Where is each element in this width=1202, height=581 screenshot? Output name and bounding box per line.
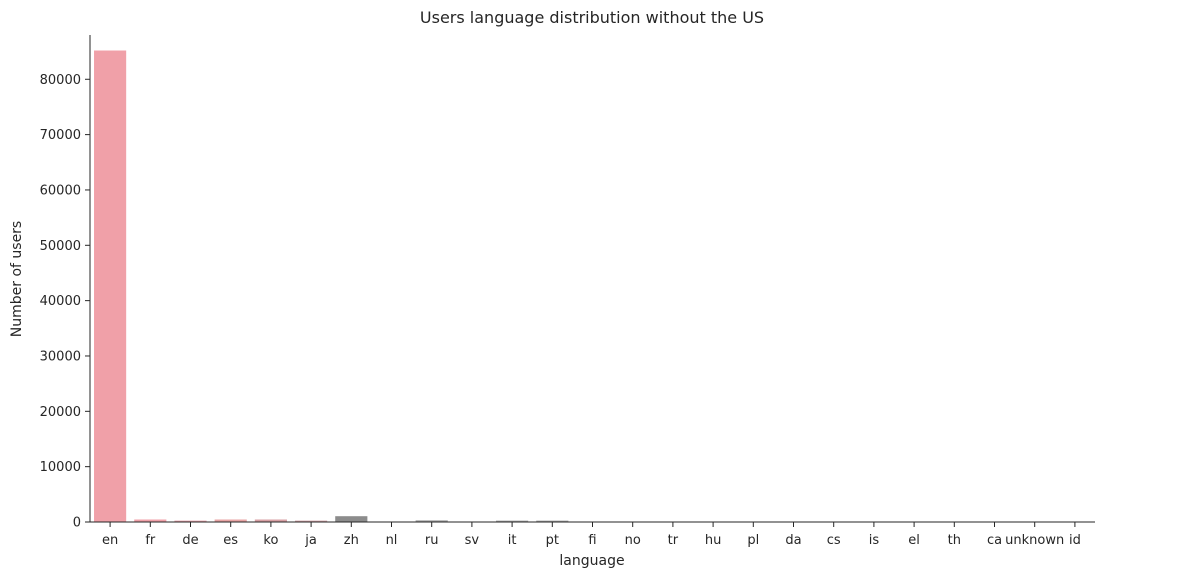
bars-group — [94, 50, 1091, 522]
x-tick-label-pt: pt — [546, 533, 559, 548]
x-tick-label-ca: ca — [987, 533, 1002, 548]
x-tick-label-is: is — [869, 533, 880, 548]
x-tick-label-cs: cs — [827, 533, 841, 548]
x-tick-label-sv: sv — [465, 533, 480, 548]
x-tick-label-id: id — [1069, 533, 1081, 548]
bar-it — [496, 520, 529, 522]
x-tick-label-de: de — [182, 533, 198, 548]
bar-ru — [415, 520, 448, 522]
y-tick-label: 70000 — [40, 128, 81, 143]
y-tick-label: 30000 — [40, 349, 81, 364]
x-tick-label-da: da — [785, 533, 801, 548]
x-tick-label-nl: nl — [386, 533, 398, 548]
y-tick-label: 60000 — [40, 183, 81, 198]
x-tick-label-pl: pl — [747, 533, 759, 548]
bar-fr — [134, 519, 167, 522]
bar-de — [174, 520, 207, 522]
y-tick-label: 0 — [73, 516, 81, 531]
y-tick-label: 40000 — [40, 294, 81, 309]
x-tick-label-no: no — [625, 533, 641, 548]
bar-es — [214, 519, 247, 522]
x-tick-label-hu: hu — [705, 533, 721, 548]
x-tick-label-tr: tr — [668, 533, 679, 548]
bar-zh — [335, 516, 368, 522]
x-tick-label-th: th — [948, 533, 961, 548]
x-tick-label-fi: fi — [588, 533, 596, 548]
y-tick-label: 10000 — [40, 460, 81, 475]
bar-ja — [295, 520, 328, 522]
x-tick-label-fr: fr — [145, 533, 156, 548]
x-tick-label-el: el — [908, 533, 920, 548]
x-tick-label-ko: ko — [263, 533, 278, 548]
x-tick-label-it: it — [508, 533, 517, 548]
x-tick-label-es: es — [223, 533, 238, 548]
bar-pt — [536, 520, 569, 522]
x-axis-label: language — [559, 553, 624, 569]
y-axis-label: Number of users — [9, 221, 25, 337]
x-axis: en fr de es ko ja zh nl ru sv it pt fi no tr hu pl da cs is… — [102, 522, 1081, 548]
x-tick-label-ja: ja — [304, 533, 317, 548]
x-tick-label-en: en — [102, 533, 118, 548]
chart-title: Users language distribution without the … — [420, 8, 764, 27]
x-tick-label-unknown: unknown — [1005, 533, 1064, 548]
x-tick-label-ru: ru — [425, 533, 439, 548]
y-tick-label: 20000 — [40, 405, 81, 420]
y-tick-label: 80000 — [40, 73, 81, 88]
bar-ko — [254, 519, 287, 522]
y-tick-label: 50000 — [40, 239, 81, 254]
x-tick-label-zh: zh — [344, 533, 359, 548]
bar-en — [94, 50, 127, 522]
y-axis: 0 10000 20000 30000 40000 50000 60000 70000 8000… — [40, 73, 90, 531]
